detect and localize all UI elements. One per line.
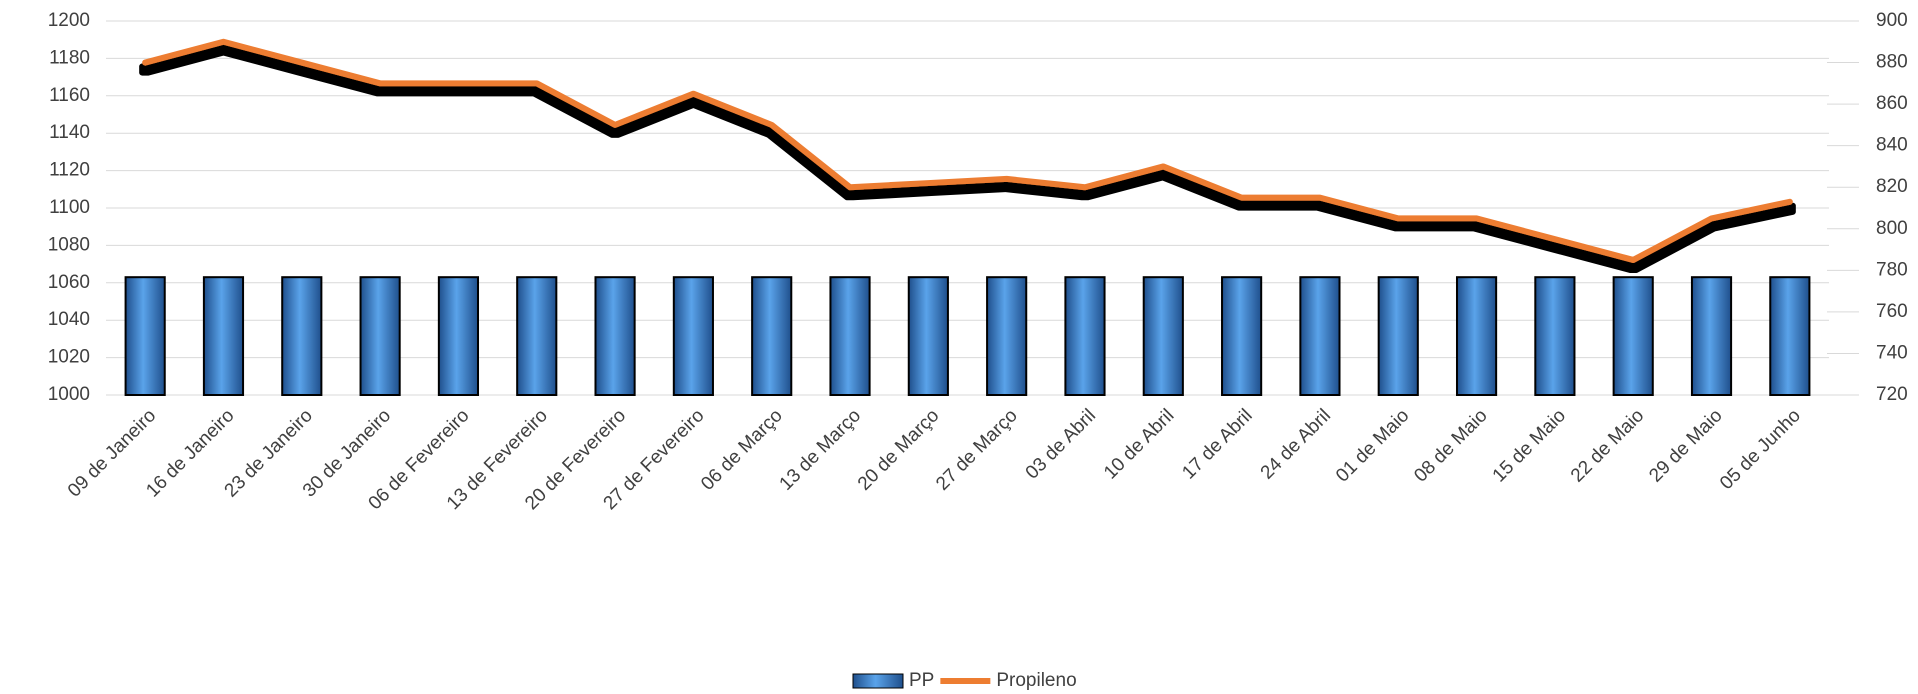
legend-swatch [852, 673, 904, 689]
y2-tick-label: 740 [1876, 342, 1908, 363]
bar [672, 276, 714, 396]
x-tick-label: 17 de Abril [1178, 405, 1256, 483]
y-tick-label: 1160 [49, 85, 90, 106]
bar [1064, 276, 1106, 396]
x-tick-label: 13 de Março [776, 405, 866, 495]
bar [829, 276, 871, 396]
y-tick-label: 1100 [49, 197, 90, 218]
bar [1534, 276, 1576, 396]
bar [202, 276, 245, 396]
y-tick-label: 1040 [48, 309, 90, 330]
y2-tick-label: 900 [1876, 10, 1908, 31]
x-tick-label: 06 de Março [697, 405, 787, 495]
x-tick-label: 24 de Abril [1257, 405, 1335, 483]
x-tick-label: 05 de Junho [1716, 405, 1805, 494]
x-tick-label: 15 de Maio [1489, 405, 1570, 486]
bar [594, 276, 636, 396]
bar [437, 276, 480, 396]
bar [1769, 276, 1811, 396]
bar [516, 276, 558, 396]
bar [1612, 276, 1654, 396]
x-tick-label: 01 de Maio [1332, 405, 1413, 486]
y2-tick-label: 800 [1876, 218, 1908, 239]
x-tick-label: 22 de Maio [1567, 405, 1648, 486]
legend-label: PP [909, 670, 934, 691]
legend-label: Propileno [996, 670, 1076, 691]
y-tick-label: 1180 [49, 47, 90, 68]
bar [1455, 276, 1498, 396]
y-tick-label: 1140 [49, 122, 90, 143]
y-tick-label: 1080 [48, 234, 90, 255]
y-tick-label: 1200 [48, 10, 90, 31]
y2-tick-label: 780 [1876, 259, 1908, 280]
y2-tick-label: 820 [1876, 176, 1908, 197]
bar [1142, 276, 1184, 396]
y2-tick-label: 840 [1876, 135, 1908, 156]
bar [986, 276, 1028, 396]
bar [1377, 276, 1419, 396]
x-tick-label: 08 de Maio [1410, 405, 1491, 486]
x-tick-label: 03 de Abril [1022, 405, 1100, 483]
x-tick-label: 27 de Março [932, 405, 1022, 495]
bar [359, 276, 401, 396]
bar [1690, 276, 1733, 396]
y-tick-label: 1060 [48, 272, 90, 293]
y2-tick-label: 760 [1876, 301, 1908, 322]
x-tick-label: 20 de Março [854, 405, 944, 495]
y2-tick-label: 860 [1876, 93, 1908, 114]
x-tick-label: 10 de Abril [1100, 405, 1178, 483]
bar [751, 276, 793, 396]
y-tick-label: 1000 [48, 384, 90, 405]
line [142, 38, 1793, 263]
bar [907, 276, 949, 396]
bar [124, 276, 166, 396]
y-tick-label: 1020 [48, 347, 90, 368]
y-tick-label: 1120 [49, 160, 90, 181]
bar [1299, 276, 1341, 396]
bar [281, 276, 323, 396]
x-tick-label: 29 de Maio [1645, 405, 1726, 486]
y2-tick-label: 880 [1876, 52, 1908, 73]
y2-tick-label: 720 [1876, 384, 1908, 405]
bar [1221, 276, 1263, 396]
